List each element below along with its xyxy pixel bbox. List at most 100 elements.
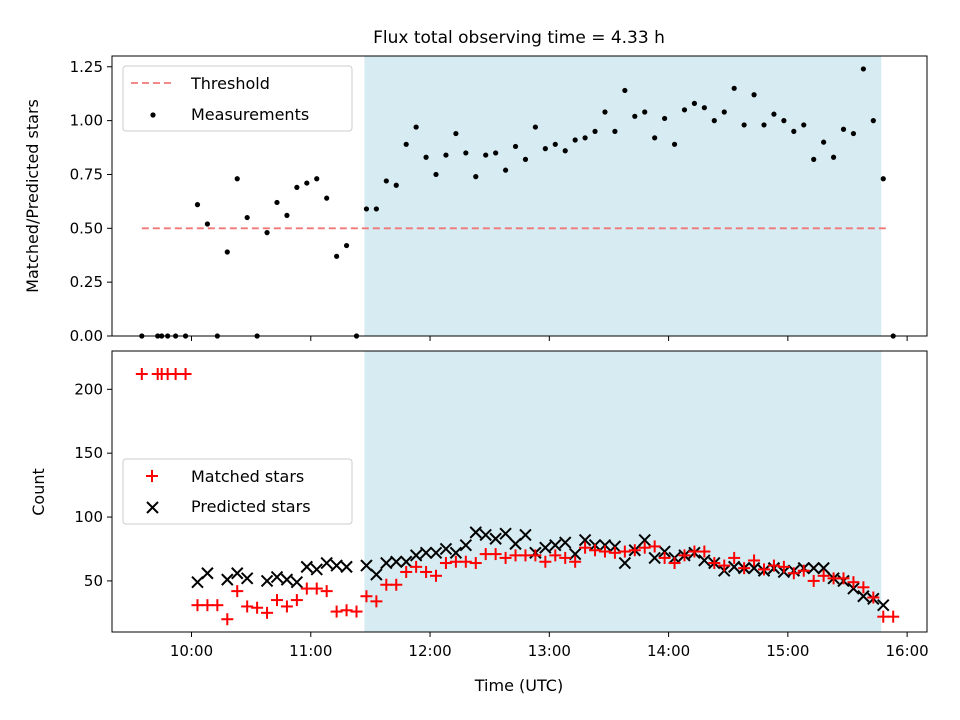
predicted-point (231, 567, 244, 580)
bottom-legend-box (122, 458, 353, 525)
predicted-stroke (539, 541, 552, 554)
measurement-point (234, 176, 240, 182)
predicted-stroke (608, 540, 622, 553)
predicted-point (330, 559, 343, 572)
x-tick-label: 11:00 (289, 642, 332, 660)
measurement-point (721, 109, 727, 115)
predicted-stroke (747, 561, 761, 575)
matched-point (179, 367, 192, 380)
predicted-stroke (489, 532, 502, 545)
bottom-x-axis-ticks: 10:00 11:00 12:00 13:00 14:00 15:00 16:00 (170, 632, 929, 660)
measurement-point (771, 111, 777, 117)
matched-point (608, 546, 621, 559)
matched-point (221, 613, 234, 626)
predicted-point (290, 575, 304, 589)
predicted-stroke (499, 527, 512, 540)
matched-point (459, 555, 472, 568)
predicted-stroke (559, 536, 572, 549)
predicted-stroke (231, 567, 244, 580)
matched-point (817, 569, 830, 582)
predicted-stroke (459, 538, 473, 552)
y-tick-label: 1.00 (70, 112, 103, 130)
matched-point (867, 591, 880, 604)
matched-point (400, 565, 413, 578)
matched-point (658, 551, 671, 564)
legend-measurements-label: Measurements (191, 105, 309, 124)
predicted-point (240, 572, 254, 585)
matched-point (559, 551, 572, 564)
predicted-stroke (191, 575, 204, 589)
matched-point (499, 551, 512, 564)
predicted-stroke (817, 561, 830, 575)
matched-point (469, 557, 482, 570)
measurement-point (711, 118, 717, 124)
measurement-point (532, 124, 539, 130)
measurement-point (493, 150, 499, 156)
predicted-point (578, 533, 592, 547)
matched-point (529, 549, 542, 562)
predicted-point (877, 598, 890, 612)
matched-point (857, 581, 870, 594)
predicted-point (399, 555, 413, 568)
predicted-stroke (519, 528, 532, 542)
matched-point (430, 569, 443, 582)
predicted-point (807, 561, 820, 575)
matched-point (748, 554, 761, 567)
predicted-stroke (201, 567, 214, 580)
matched-point (708, 557, 721, 570)
bottom-legend: Matched stars Predicted stars (122, 458, 353, 525)
predicted-point (698, 554, 711, 567)
measurement-point (304, 180, 310, 186)
y-tick-label: 100 (74, 508, 103, 526)
predicted-point (658, 545, 671, 558)
x-tick-label: 10:00 (170, 642, 213, 660)
measurement-point (811, 156, 817, 162)
measurement-point (860, 66, 866, 72)
measurement-point (552, 141, 558, 147)
predicted-point (280, 573, 294, 586)
x-tick-label: 14:00 (647, 642, 690, 660)
matched-point (678, 549, 691, 562)
matched-point (539, 555, 552, 568)
count-panel: 50 100 150 200 10:00 11:00 12:00 13:00 14:00 15:… (29, 350, 929, 695)
predicted-point (539, 541, 552, 554)
matched-point (390, 578, 403, 591)
measurement-point (562, 148, 568, 154)
matched-point (340, 604, 353, 617)
matched-point (638, 541, 651, 554)
measurement-point (373, 206, 379, 212)
measurement-point (741, 122, 747, 128)
y-tick-label: 0.25 (70, 273, 103, 291)
matched-point (489, 548, 502, 561)
measurement-point (393, 182, 399, 188)
predicted-point (608, 540, 622, 553)
x-axis-label: Time (UTC) (474, 676, 563, 695)
measurement-point (791, 128, 797, 134)
measurement-point (642, 109, 648, 115)
predicted-stroke (847, 582, 860, 595)
predicted-point (747, 561, 761, 575)
observing-span (364, 56, 882, 336)
measurement-points (139, 66, 896, 339)
bottom-y-axis-label: Count (29, 468, 48, 516)
matched-point (758, 563, 770, 576)
predicted-stroke (479, 528, 492, 542)
measurement-point (343, 242, 350, 249)
predicted-points (191, 526, 890, 612)
legend-measurements-swatch (150, 112, 156, 118)
predicted-point (519, 528, 532, 542)
x-tick-label: 16:00 (886, 642, 929, 660)
predicted-point (409, 549, 423, 562)
predicted-stroke (340, 560, 353, 574)
top-x-axis-ticks (191, 336, 908, 341)
matched-point (280, 600, 293, 613)
predicted-stroke (638, 533, 651, 547)
predicted-point (300, 560, 314, 574)
measurement-point (602, 109, 608, 115)
predicted-stroke (380, 556, 393, 570)
predicted-stroke (469, 526, 482, 539)
measurement-point (681, 107, 688, 113)
predicted-point (370, 568, 383, 581)
measurement-point (383, 178, 389, 184)
